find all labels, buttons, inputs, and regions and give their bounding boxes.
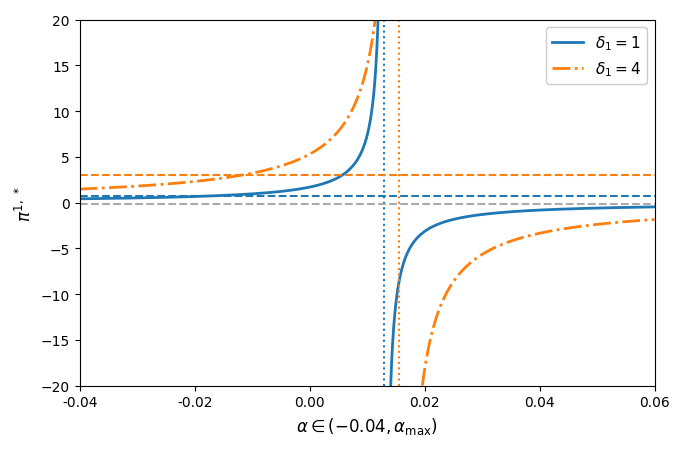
Y-axis label: $\pi^{1,\,*}$: $\pi^{1,\,*}$ xyxy=(15,185,35,221)
Legend: $\delta_1 = 1$, $\delta_1 = 4$: $\delta_1 = 1$, $\delta_1 = 4$ xyxy=(546,28,647,85)
X-axis label: $\alpha \in (-0.04, \alpha_{\max})$: $\alpha \in (-0.04, \alpha_{\max})$ xyxy=(296,415,438,436)
